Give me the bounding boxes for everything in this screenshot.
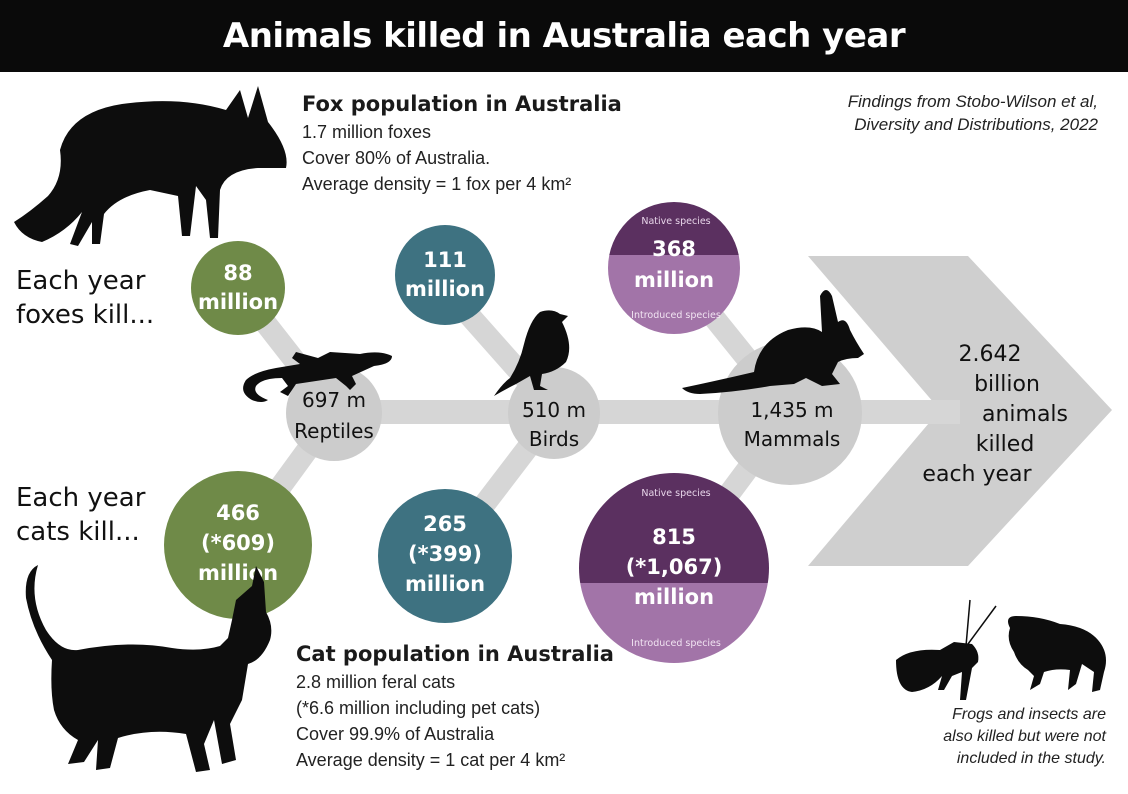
fox-info-line: Cover 80% of Australia. [302, 148, 491, 168]
reptiles-value: 697 m [302, 388, 366, 412]
note-line: also killed but were not [943, 728, 1106, 745]
mammals-label: Mammals [744, 427, 841, 451]
fox-population-info: Fox population in Australia 1.7 million … [302, 92, 622, 197]
cat-birds-unit: million [405, 572, 485, 596]
fox-mammals-unit: million [634, 268, 714, 292]
cat-reptiles-circle [164, 471, 312, 619]
fox-info-line: Average density = 1 fox per 4 km² [302, 174, 572, 194]
fox-birds-circle [395, 225, 495, 325]
source-line: Diversity and Distributions, 2022 [854, 115, 1098, 134]
title-bar: Animals killed in Australia each year [0, 0, 1128, 72]
cat-birds-star: (*399) [408, 542, 482, 566]
cat-reptiles-unit: million [198, 561, 278, 585]
fox-silhouette-icon [14, 86, 287, 246]
label-line: Each year [16, 266, 146, 296]
cat-info-line: (*6.6 million including pet cats) [296, 698, 541, 718]
label-line: cats kill... [16, 517, 140, 547]
total-value: 2.642 [959, 342, 1022, 367]
cat-mammals-introduced-label: Introduced species [631, 638, 721, 649]
cat-info-line: 2.8 million feral cats [296, 672, 456, 692]
fox-mammals-number: 368 [652, 237, 696, 261]
page-title: Animals killed in Australia each year [222, 16, 906, 56]
label-line: foxes kill... [16, 300, 155, 330]
cat-info-line: Cover 99.9% of Australia [296, 724, 495, 744]
note-line: Frogs and insects are [952, 706, 1106, 723]
fox-reptiles-circle [191, 241, 285, 335]
reptiles-node [286, 365, 382, 461]
mammals-value: 1,435 m [750, 398, 833, 422]
cat-mammals-star: (*1,067) [626, 555, 723, 579]
fox-birds-unit: million [405, 277, 485, 301]
frogs-insects-note: Frogs and insects are also killed but we… [943, 704, 1106, 770]
fox-reptiles-number: 88 [223, 261, 252, 285]
cat-info-line: Average density = 1 cat per 4 km² [296, 750, 566, 770]
note-line: included in the study. [956, 750, 1106, 767]
main-spine [330, 400, 960, 424]
frog-icon [1008, 616, 1106, 692]
cat-silhouette-icon [25, 565, 272, 772]
lizard-icon [243, 352, 392, 402]
cat-mammals-unit: million [634, 585, 714, 609]
cat-mammals-number: 815 [652, 525, 696, 549]
fox-birds-number: 111 [423, 248, 467, 272]
total-each-year: each year [922, 462, 1032, 487]
fox-info-line: 1.7 million foxes [302, 122, 432, 142]
fox-population-heading: Fox population in Australia [302, 92, 622, 116]
source-line: Findings from Stobo-Wilson et al, [847, 92, 1098, 111]
birds-value: 510 m [522, 398, 586, 422]
cat-population-heading: Cat population in Australia [296, 642, 614, 666]
fox-reptiles-unit: million [198, 290, 278, 314]
total-animals: animals [982, 402, 1068, 427]
cat-birds-circle [378, 489, 512, 623]
fox-mammals-native-label: Native species [641, 216, 710, 227]
bird-icon [494, 310, 570, 396]
reptiles-label: Reptiles [294, 419, 374, 443]
total-billion: billion [974, 372, 1040, 397]
grasshopper-icon [896, 599, 997, 700]
foxes-kill-label: Each year foxes kill... [16, 264, 154, 332]
birds-node [508, 367, 600, 459]
cats-kill-label: Each year cats kill... [16, 481, 145, 549]
cat-reptiles-number: 466 [216, 501, 260, 525]
cat-population-info: Cat population in Australia 2.8 million … [296, 642, 614, 773]
source-citation: Findings from Stobo-Wilson et al, Divers… [848, 90, 1098, 136]
cat-mammals-native-label: Native species [641, 488, 710, 499]
label-line: Each year [16, 483, 146, 513]
bilby-icon [682, 290, 864, 394]
cat-birds-number: 265 [423, 512, 467, 536]
birds-label: Birds [529, 427, 579, 451]
cat-reptiles-star: (*609) [201, 531, 275, 555]
total-killed: killed [976, 432, 1035, 457]
fox-mammals-introduced-label: Introduced species [631, 310, 721, 321]
